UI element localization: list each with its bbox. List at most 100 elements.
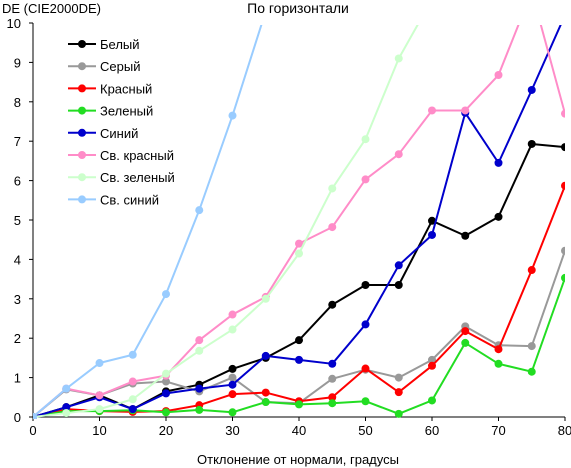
data-point	[328, 374, 337, 383]
legend-label: Св. красный	[100, 148, 174, 163]
data-point	[162, 408, 170, 417]
data-point	[62, 384, 71, 393]
y-axis-title: DE (CIE2000DE)	[2, 1, 101, 16]
data-point	[128, 350, 137, 359]
legend-item: Св. синий	[68, 192, 159, 207]
data-point	[394, 261, 403, 270]
legend-item: Св. красный	[68, 148, 174, 163]
legend-item: Св. зеленый	[68, 170, 175, 185]
series-line	[33, 25, 263, 418]
data-point	[228, 111, 237, 120]
data-point	[195, 346, 204, 355]
legend-label: Св. синий	[100, 192, 159, 207]
y-tick-label: 0	[14, 410, 21, 425]
legend-marker	[78, 151, 86, 159]
series-line	[33, 277, 565, 418]
x-tick-label: 80	[558, 423, 571, 438]
legend-label: Зеленый	[100, 104, 153, 119]
data-point	[428, 0, 436, 3]
data-point	[228, 325, 237, 334]
data-point	[328, 223, 337, 232]
data-point	[428, 361, 436, 370]
legend-item: Синий	[68, 126, 138, 141]
data-point	[394, 150, 403, 159]
data-point	[394, 409, 403, 418]
y-tick-label: 8	[14, 95, 21, 110]
data-point	[428, 106, 436, 115]
data-point	[128, 405, 137, 414]
data-point	[195, 405, 204, 414]
series-3	[33, 181, 565, 419]
x-tick-label: 0	[29, 423, 36, 438]
legend-item: Зеленый	[68, 104, 153, 119]
data-point	[394, 373, 403, 382]
legend-label: Белый	[100, 37, 140, 52]
data-point	[527, 342, 536, 351]
data-point	[128, 377, 137, 386]
x-tick-label: 20	[159, 423, 173, 438]
x-axis-title: Отклонение от нормали, градусы	[197, 452, 399, 467]
data-point	[461, 231, 470, 240]
data-point	[328, 399, 337, 408]
axis-ticks: 0 10 20 30 40 50 60 70 80 0 1 2 3 4 5 6 7 8 9 10	[7, 16, 571, 438]
data-point	[494, 345, 503, 354]
data-point	[62, 403, 71, 412]
legend-label: Красный	[100, 81, 152, 96]
data-point	[328, 184, 337, 193]
data-point	[228, 364, 237, 373]
data-point	[561, 246, 565, 255]
data-point	[527, 139, 536, 148]
data-point	[527, 367, 536, 376]
legend-item: Серый	[68, 59, 140, 74]
data-point	[428, 216, 436, 225]
y-tick-label: 4	[14, 252, 21, 267]
y-tick-label: 2	[14, 331, 21, 346]
x-tick-label: 10	[92, 423, 106, 438]
data-point	[561, 181, 565, 190]
data-point	[461, 338, 470, 347]
y-tick-label: 7	[14, 134, 21, 149]
chart-title: По горизонтали	[247, 0, 349, 16]
legend-marker	[78, 195, 86, 204]
x-tick-label: 40	[292, 423, 306, 438]
data-point	[295, 336, 303, 345]
y-tick-label: 10	[7, 16, 21, 31]
series-line	[33, 250, 565, 418]
data-point	[328, 393, 337, 402]
data-point	[461, 327, 470, 336]
data-point	[328, 359, 337, 368]
data-point	[295, 355, 303, 364]
data-point	[361, 281, 370, 290]
data-point	[461, 106, 470, 115]
legend-item: Белый	[68, 37, 140, 52]
data-point	[561, 11, 569, 19]
data-point	[494, 359, 503, 368]
data-point	[428, 355, 436, 364]
data-point	[361, 397, 370, 406]
y-tick-label: 6	[14, 174, 21, 189]
data-point	[394, 281, 403, 290]
data-point	[527, 85, 536, 94]
data-point	[195, 336, 204, 345]
data-point	[95, 391, 104, 400]
data-point	[62, 409, 71, 418]
series-7	[33, 0, 436, 419]
data-point	[361, 135, 370, 144]
y-tick-label: 9	[14, 55, 21, 70]
data-point	[162, 389, 170, 398]
series-8	[33, 25, 263, 419]
data-point	[494, 71, 503, 80]
series-2	[33, 246, 565, 419]
legend-label: Серый	[100, 59, 140, 74]
data-point	[428, 230, 436, 239]
legend-marker	[78, 62, 86, 71]
legend-marker	[78, 106, 86, 115]
legend-label: Синий	[100, 126, 138, 141]
data-point	[195, 206, 204, 215]
data-point	[261, 398, 270, 407]
legend-marker	[78, 128, 86, 137]
series-line	[33, 25, 419, 418]
series-4	[33, 273, 565, 419]
series-line	[33, 185, 565, 418]
